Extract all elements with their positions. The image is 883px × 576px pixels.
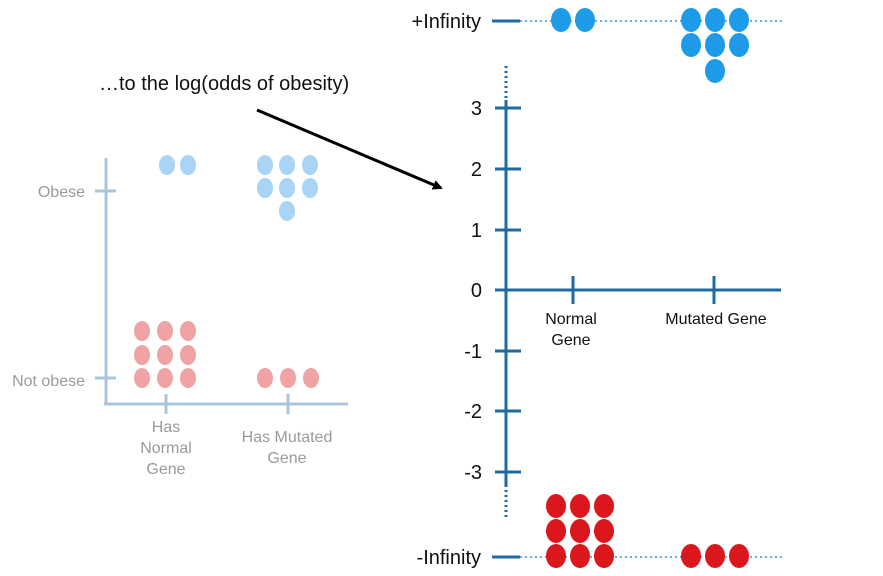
right-not-obese-dot bbox=[570, 519, 590, 543]
right-obese-dot bbox=[551, 8, 571, 32]
left-not-obese-dot bbox=[134, 345, 150, 365]
left-not-obese-dot bbox=[180, 368, 196, 388]
left-not-obese-dot bbox=[157, 321, 173, 341]
right-obese-dot bbox=[681, 8, 701, 32]
left-obese-dot bbox=[159, 155, 175, 175]
left-obese-dot bbox=[257, 178, 273, 198]
left-not-obese-dot bbox=[134, 368, 150, 388]
right-obese-dot bbox=[575, 8, 595, 32]
left-label-not-obese: Not obese bbox=[12, 373, 85, 390]
left-obese-dot bbox=[257, 155, 273, 175]
left-label-normal-gene: Normal bbox=[140, 440, 192, 457]
left-label-obese: Obese bbox=[38, 184, 85, 201]
right-not-obese-dot bbox=[594, 519, 614, 543]
right-not-obese-dot bbox=[681, 544, 701, 568]
right-not-obese-dot bbox=[546, 494, 566, 518]
left-obese-dot bbox=[279, 155, 295, 175]
arrow bbox=[256, 108, 443, 190]
right-y-tick-label: 2 bbox=[471, 159, 482, 181]
left-label-normal-gene: Gene bbox=[146, 461, 185, 478]
right-obese-dot bbox=[729, 8, 749, 32]
left-obese-dot bbox=[302, 155, 318, 175]
left-not-obese-dot bbox=[280, 368, 296, 388]
right-label-normal-gene: Gene bbox=[551, 332, 590, 349]
left-not-obese-dot bbox=[134, 321, 150, 341]
right-not-obese-dot bbox=[546, 519, 566, 543]
right-not-obese-dot bbox=[594, 494, 614, 518]
left-not-obese-dot bbox=[157, 368, 173, 388]
right-not-obese-dot bbox=[594, 544, 614, 568]
right-obese-dot bbox=[705, 8, 725, 32]
left-not-obese-dot bbox=[180, 321, 196, 341]
left-obese-dot bbox=[279, 178, 295, 198]
left-obese-dot bbox=[180, 155, 196, 175]
right-y-tick-label: -1 bbox=[464, 341, 482, 363]
right-not-obese-dot bbox=[705, 544, 725, 568]
right-y-tick-label: 0 bbox=[471, 280, 482, 302]
right-not-obese-dot bbox=[729, 544, 749, 568]
left-obese-dot bbox=[279, 201, 295, 221]
right-not-obese-dot bbox=[570, 494, 590, 518]
right-not-obese-dot bbox=[570, 544, 590, 568]
right-y-tick-label: -2 bbox=[464, 401, 482, 423]
left-label-mutated-gene: Has Mutated bbox=[242, 429, 333, 446]
minus-infinity-label: -Infinity bbox=[417, 547, 481, 569]
right-obese-dot bbox=[729, 33, 749, 57]
right-y-tick-label: 1 bbox=[471, 220, 482, 242]
left-label-mutated-gene: Gene bbox=[267, 450, 306, 467]
left-not-obese-dot bbox=[257, 368, 273, 388]
left-not-obese-dot bbox=[180, 345, 196, 365]
right-obese-dot bbox=[705, 59, 725, 83]
plus-infinity-label: +Infinity bbox=[412, 11, 481, 33]
annotation-text: …to the log(odds of obesity) bbox=[99, 73, 350, 95]
right-obese-dot bbox=[681, 33, 701, 57]
right-y-tick-label: -3 bbox=[464, 462, 482, 484]
left-not-obese-dot bbox=[303, 368, 319, 388]
left-not-obese-dot bbox=[157, 345, 173, 365]
right-obese-dot bbox=[705, 33, 725, 57]
left-label-normal-gene: Has bbox=[152, 419, 180, 436]
right-label-normal-gene: Normal bbox=[545, 311, 597, 328]
left-obese-dot bbox=[302, 178, 318, 198]
right-y-tick-label: 3 bbox=[471, 98, 482, 120]
right-not-obese-dot bbox=[546, 544, 566, 568]
right-label-mutated-gene: Mutated Gene bbox=[665, 311, 767, 328]
